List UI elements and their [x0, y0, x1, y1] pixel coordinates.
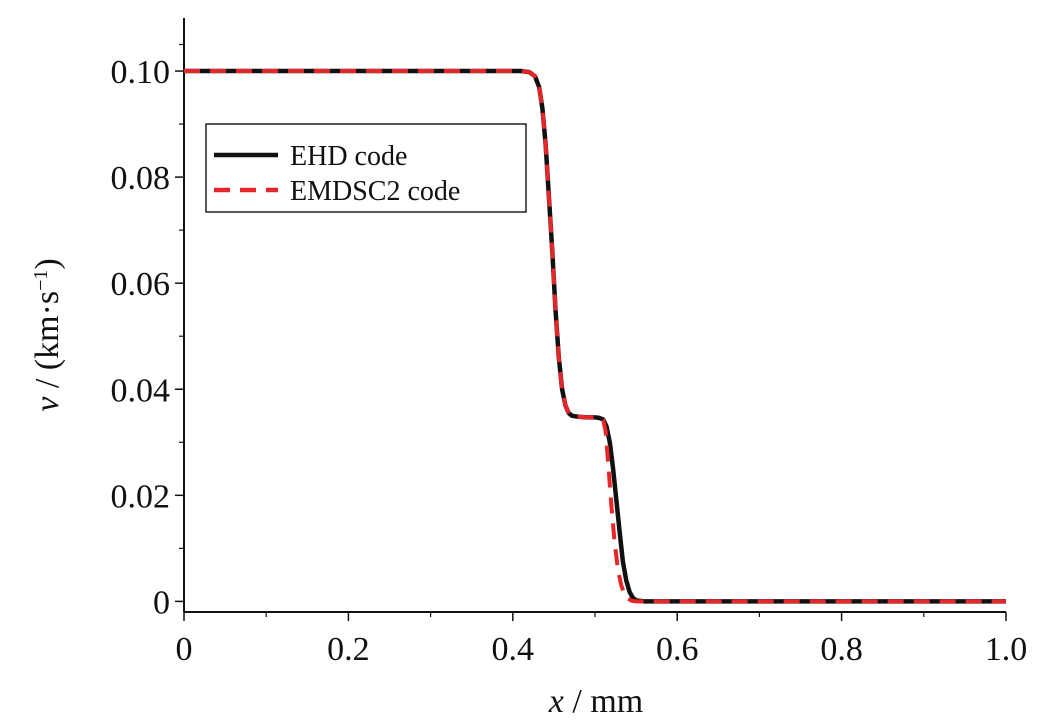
legend-box	[205, 123, 527, 213]
y-tick-label: 0	[153, 584, 170, 621]
x-tick-label: 0.2	[327, 631, 370, 668]
y-axis-close: )	[29, 258, 66, 269]
x-axis-sep: /	[564, 683, 590, 720]
series-layer	[184, 68, 1006, 604]
y-tick-label: 0.02	[111, 478, 171, 515]
y-axis-unit-exponent: −1	[30, 270, 52, 291]
legend-label-ehd: EHD code	[290, 141, 407, 172]
x-ticks: 0 0.2 0.4 0.6 0.8 1.0	[176, 612, 1028, 668]
x-tick-label: 0.6	[656, 631, 699, 668]
x-axis-unit: mm	[590, 683, 643, 720]
y-tick-label: 0.10	[111, 54, 171, 91]
x-tick-label: 0	[176, 631, 193, 668]
series-line-emdsc2	[184, 69, 1006, 604]
legend: EHD code EMDSC2 code	[205, 123, 527, 213]
x-axis-label: x / mm	[548, 683, 643, 720]
y-axis-sep: / (	[29, 359, 66, 397]
x-axis-var: x	[548, 683, 564, 720]
y-tick-label: 0.06	[111, 266, 171, 303]
y-axis-label: v / (km·s−1)	[29, 258, 66, 411]
y-axis-unit: km·s	[29, 291, 66, 359]
legend-label-emdsc2: EMDSC2 code	[290, 176, 460, 207]
axes	[183, 18, 1006, 613]
y-tick-label: 0.04	[111, 372, 171, 409]
y-tick-label: 0.08	[111, 160, 171, 197]
y-axis-var: v	[29, 396, 66, 412]
x-tick-label: 0.8	[820, 631, 863, 668]
y-ticks: 0 0.02 0.04 0.06 0.08 0.10	[111, 43, 184, 621]
x-tick-label: 0.4	[492, 631, 535, 668]
x-tick-label: 1.0	[985, 631, 1028, 668]
